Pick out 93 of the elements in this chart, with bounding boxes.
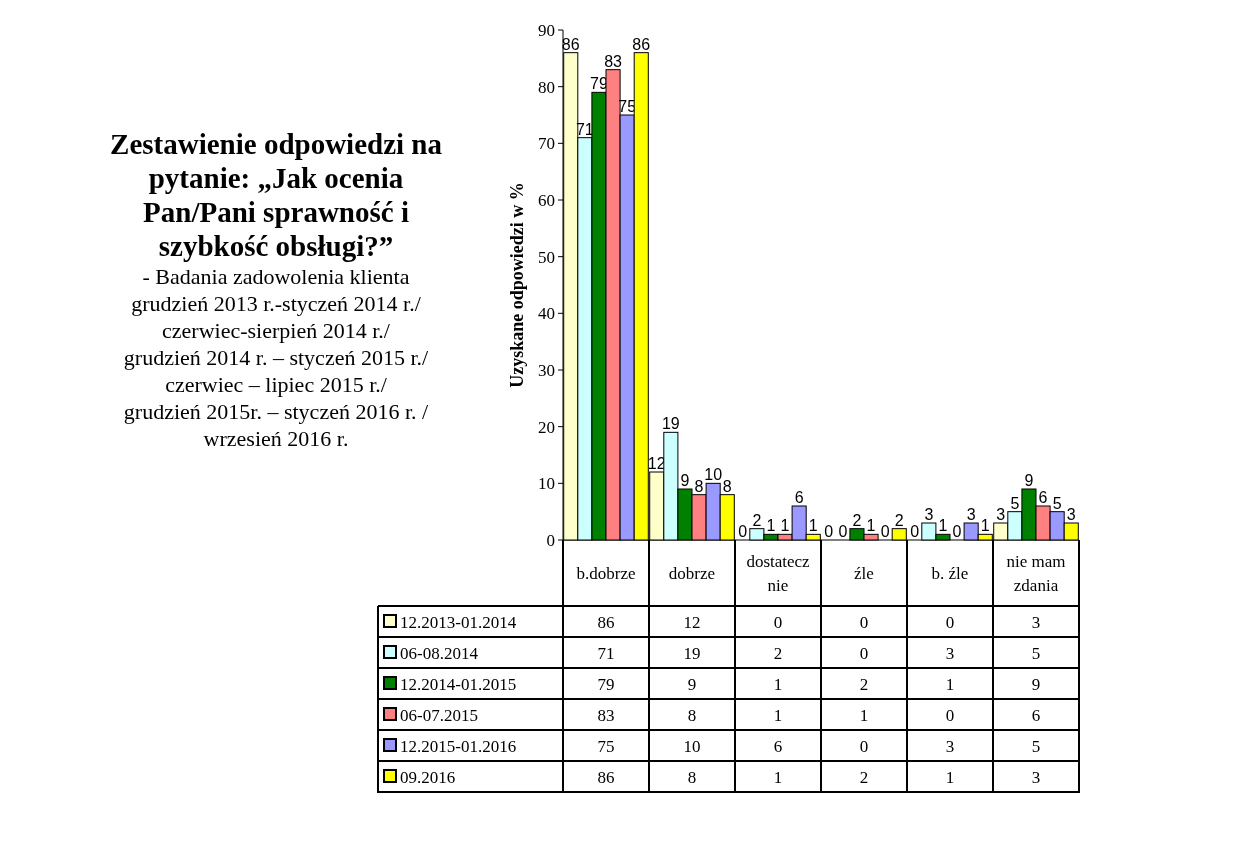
text: Zestawienie odpowiedzi na pytanie: „Jak ocenia Pan/Pani sprawność i szybkość obsługi?”	[110, 128, 443, 262]
text: 83	[604, 52, 622, 70]
y-tick-label: 70	[538, 134, 555, 154]
x-tick-label: nie mam zdania	[1006, 552, 1066, 595]
data-label: 6	[773, 737, 783, 756]
text: 86	[561, 35, 580, 53]
text: 10	[704, 466, 723, 484]
data-label: 2	[859, 675, 869, 694]
y-tick-label: 50	[538, 247, 555, 267]
data-label: 9	[1031, 675, 1041, 694]
y-tick-label: 90	[538, 21, 555, 40]
data-label: 3	[945, 737, 955, 756]
text: 2	[852, 511, 862, 529]
data-label: 3	[1031, 613, 1041, 632]
data-label: 1	[945, 675, 955, 694]
y-tick-label: 10	[538, 474, 555, 494]
text: - Badania zadowolenia klienta grudzień 2013 r.-styczeń 2014 r./ czerwiec-sierpień 2014 r./ grudzień 2014 r. – styczeń 2015 r./ czerwiec – lipiec 2015 r./ grudzień 2015r. – styczeń 2016 r. / wrzesień 2016 r.	[123, 264, 430, 451]
x-tick-label: b. źle	[931, 564, 969, 583]
y-tick-label: 60	[538, 191, 555, 210]
x-tick-label: źle	[854, 564, 874, 583]
text: 8	[722, 477, 732, 495]
x-tick-label: dobrze	[668, 564, 716, 583]
data-label: 0	[945, 613, 955, 632]
data-label: 0	[945, 706, 955, 725]
data-label: 0	[859, 644, 869, 663]
y-tick-label: 30	[538, 361, 555, 380]
data-label: 3	[945, 644, 955, 663]
text: 9	[1024, 472, 1034, 489]
data-label: 9	[687, 675, 697, 694]
text: 0	[838, 523, 848, 540]
text: 1	[766, 517, 776, 535]
text: 3	[996, 506, 1006, 523]
text: 86	[632, 35, 651, 53]
y-axis-title: Uzyskane odpowiedzi w %	[507, 182, 527, 388]
text: 1	[780, 517, 790, 535]
data-label: 83	[597, 706, 615, 725]
legend-label: 06-07.2015	[400, 706, 478, 725]
data-label: 8	[687, 706, 697, 725]
data-label: 5	[1031, 737, 1041, 756]
text: 2	[752, 511, 762, 529]
text: 5	[1052, 494, 1062, 512]
text: 3	[966, 506, 976, 523]
legend-label: 06-08.2014	[400, 644, 479, 663]
text: 3	[924, 506, 934, 523]
text: 6	[1038, 489, 1048, 506]
y-tick-label: 40	[538, 304, 555, 324]
data-label: 1	[773, 768, 783, 787]
data-label: 71	[597, 644, 615, 663]
text: 9	[680, 472, 690, 489]
legend-label: 09.2016	[400, 768, 456, 787]
text: 1	[808, 517, 818, 535]
text: 8	[694, 477, 704, 495]
text: 0	[824, 523, 834, 540]
data-label: 5	[1031, 644, 1041, 663]
text: 1	[866, 517, 876, 535]
text: 1	[980, 517, 990, 535]
data-label: 10	[683, 737, 701, 756]
data-label: 1	[945, 768, 955, 787]
text: 2	[894, 511, 904, 529]
text: 3	[1066, 506, 1076, 523]
data-label: 0	[859, 613, 869, 632]
data-label: 19	[683, 644, 701, 663]
text: 5	[1010, 494, 1020, 512]
data-label: 12	[683, 613, 701, 632]
data-label: 0	[773, 613, 783, 632]
data-label: 8	[687, 768, 697, 787]
text: 19	[661, 415, 680, 433]
data-label: 75	[597, 737, 615, 756]
data-label: 0	[859, 737, 869, 756]
data-label: 2	[773, 644, 783, 663]
data-label: 79	[597, 675, 615, 694]
text: 0	[738, 523, 748, 540]
text: 0	[910, 523, 920, 540]
data-label: 3	[1031, 768, 1041, 787]
text: 0	[880, 523, 890, 540]
y-tick-label: 20	[538, 417, 555, 437]
data-label: 86	[597, 768, 615, 787]
legend-label: 12.2014-01.2015	[400, 675, 517, 694]
x-tick-label: dostatecznie	[746, 552, 811, 595]
x-tick-label: b.dobrze	[576, 564, 636, 583]
legend-label: 12.2015-01.2016	[400, 737, 517, 756]
data-label: 1	[773, 675, 783, 694]
data-label: 86	[597, 613, 615, 632]
text: 1	[938, 517, 948, 535]
data-label: 6	[1031, 706, 1041, 725]
data-label: 2	[859, 768, 869, 787]
data-label: 1	[859, 706, 869, 725]
text: 0	[952, 523, 962, 540]
legend-label: 12.2013-01.2014	[400, 613, 517, 632]
data-label: 1	[773, 706, 783, 725]
text: 6	[794, 489, 804, 506]
y-tick-label: 80	[538, 77, 555, 97]
y-tick-label: 0	[546, 531, 555, 550]
